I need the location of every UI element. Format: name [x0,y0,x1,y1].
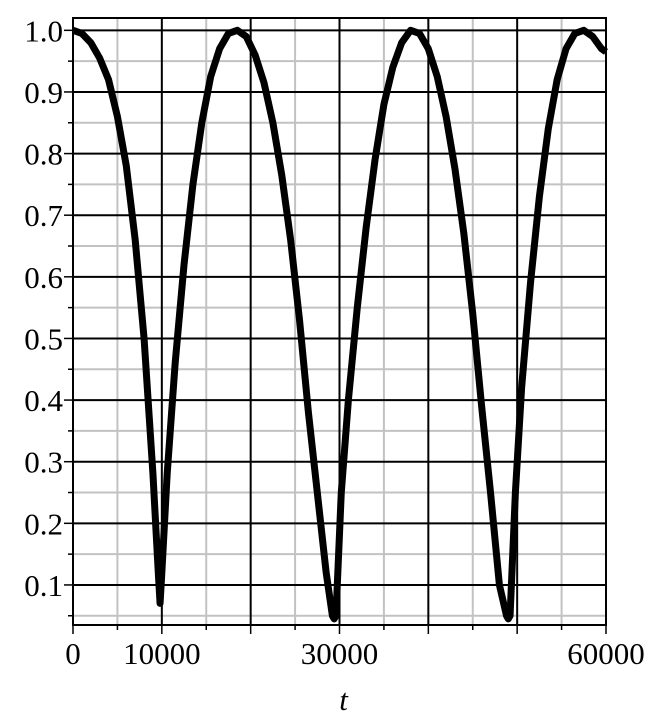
x-tick-label: 30000 [301,636,379,671]
y-tick-label: 0.6 [24,260,63,295]
y-tick-label: 0.3 [24,445,63,480]
series-layer [71,26,608,623]
y-tick-label: 1.0 [24,13,63,48]
axes [64,17,607,634]
x-tick-label: 60000 [567,636,645,671]
y-tick-label: 0.9 [24,75,63,110]
y-tick-label: 0.2 [24,506,63,541]
x-tick-labels: 0 10000 30000 60000 [65,636,645,671]
y-tick-label: 0.1 [24,568,63,603]
y-tick-label: 0.4 [24,383,63,418]
y-tick-label: 0.5 [24,321,63,356]
x-tick-label: 10000 [123,636,201,671]
y-tick-label: 0.7 [24,198,63,233]
series-line-1 [71,26,608,623]
x-axis-title: t [339,682,349,717]
y-tick-label: 0.8 [24,137,63,172]
y-tick-labels: 0.1 0.2 0.3 0.4 0.5 0.6 0.7 0.8 0.9 1.0 [24,13,63,603]
x-tick-label: 0 [65,636,81,671]
